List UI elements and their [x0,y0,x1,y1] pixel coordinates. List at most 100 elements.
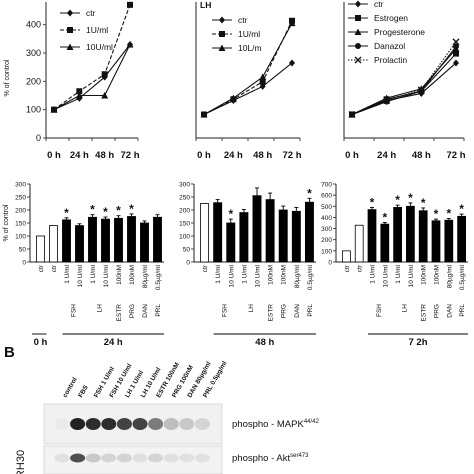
category-label: 1 U/ml [215,264,222,283]
y-axis-label: % of control [4,59,11,96]
legend-label: Danazol [374,41,405,51]
band [54,418,70,430]
legend-entry: ctr [348,0,384,9]
bar [75,225,84,263]
category-label: 10 U/ml [382,264,389,287]
legend-entry: 10L/m [212,43,262,53]
y-tick-label: 300 [15,182,26,189]
significance-star: * [421,196,426,210]
category-label: 100nM [268,265,275,285]
y-tick-label: 0 [328,260,332,267]
x-tick-label: 48 h [253,150,272,161]
point-marker [453,43,459,50]
band [54,453,70,463]
category-label: 100nM [281,265,288,285]
band [85,453,101,463]
band [194,418,210,430]
category-label: ctr [38,264,45,272]
legend-label: ctr [238,15,248,25]
time-label: 24 h [104,337,123,348]
group-label: DAN [294,304,301,318]
point-marker [67,9,73,17]
band [85,418,101,430]
bar [444,219,454,263]
legend-label: Estrogen [374,13,408,23]
bar [342,250,351,263]
category-label: ctr [357,264,364,272]
band [101,418,117,430]
y-tick-label: 250 [179,195,190,202]
point-marker [127,1,133,8]
point-marker [289,59,295,67]
group-label: PRL [155,304,162,317]
significance-star: * [116,204,121,218]
y-tick-label: 250 [15,195,26,202]
category-label: 1 U/ml [395,264,402,283]
category-label: 1 U/ml [64,264,71,283]
y-tick-label: 0 [186,260,190,267]
band [148,418,164,430]
category-label: 10 U/ml [103,264,110,287]
bar [140,222,149,263]
y-tick-label: 100 [321,248,332,255]
point-marker [355,15,361,21]
series-line [203,22,293,116]
significance-star: * [307,186,312,200]
point-marker [452,38,460,46]
category-label: 10 U/ml [408,264,415,287]
group-label: DAN [446,304,453,318]
x-tick-label: 24 h [70,150,89,161]
legend-entry: ctr [212,15,248,25]
band [132,418,148,430]
baseline-time-label: 0 h [34,337,48,348]
line-charts: 0 100 200 300 400 0 h 24 h 48 h 72 h % of control… [4,0,466,161]
legend-label: 1U/ml [238,29,260,39]
line-chart-3: 0 h 24 h 48 h 72 h ctr Estrogen Progesterone Da… [343,0,466,161]
group-label: ESTR [116,304,123,322]
series-line [53,44,131,111]
significance-star: * [446,207,451,221]
series-line [203,62,293,116]
bar [200,203,210,263]
category-label: 10 U/ml [255,264,262,287]
band [70,453,86,463]
y-tick-label: 100 [179,234,190,241]
y-tick-label: 300 [179,182,190,189]
legend-label: 1U/ml [86,25,108,35]
point-marker [101,71,108,78]
significance-star: * [382,210,387,224]
point-marker [101,92,109,99]
point-marker [76,88,83,95]
significance-star: * [129,202,134,216]
category-label: 10 U/ml [228,264,235,287]
band [179,418,195,430]
bar [291,210,301,263]
y-tick-label: 200 [179,208,190,215]
time-label: 48 h [255,337,274,348]
x-tick-label: 72 h [120,150,139,161]
y-tick-label: 500 [321,204,332,211]
bar [252,195,262,263]
y-tick-label: 700 [321,182,332,189]
point-marker [218,44,226,51]
x-tick-label: 48 h [95,150,114,161]
series-line [53,4,131,111]
point-marker [259,78,266,85]
point-marker [418,88,425,95]
significance-star: * [434,207,439,221]
panel-label: B [4,344,15,361]
bar [36,235,45,263]
bar [49,225,58,263]
group-label: PRG [129,304,136,318]
legend-entry: Estrogen [348,13,408,23]
bar [153,216,162,263]
legend-label: Progesterone [374,27,425,37]
band [116,453,132,463]
category-label: 10 U/ml [77,264,84,287]
point-marker [354,28,362,35]
group-label: PRL [307,304,314,317]
point-marker [229,94,237,102]
legend-label: 10L/m [238,43,262,53]
legend-entry: Danazol [348,41,405,51]
